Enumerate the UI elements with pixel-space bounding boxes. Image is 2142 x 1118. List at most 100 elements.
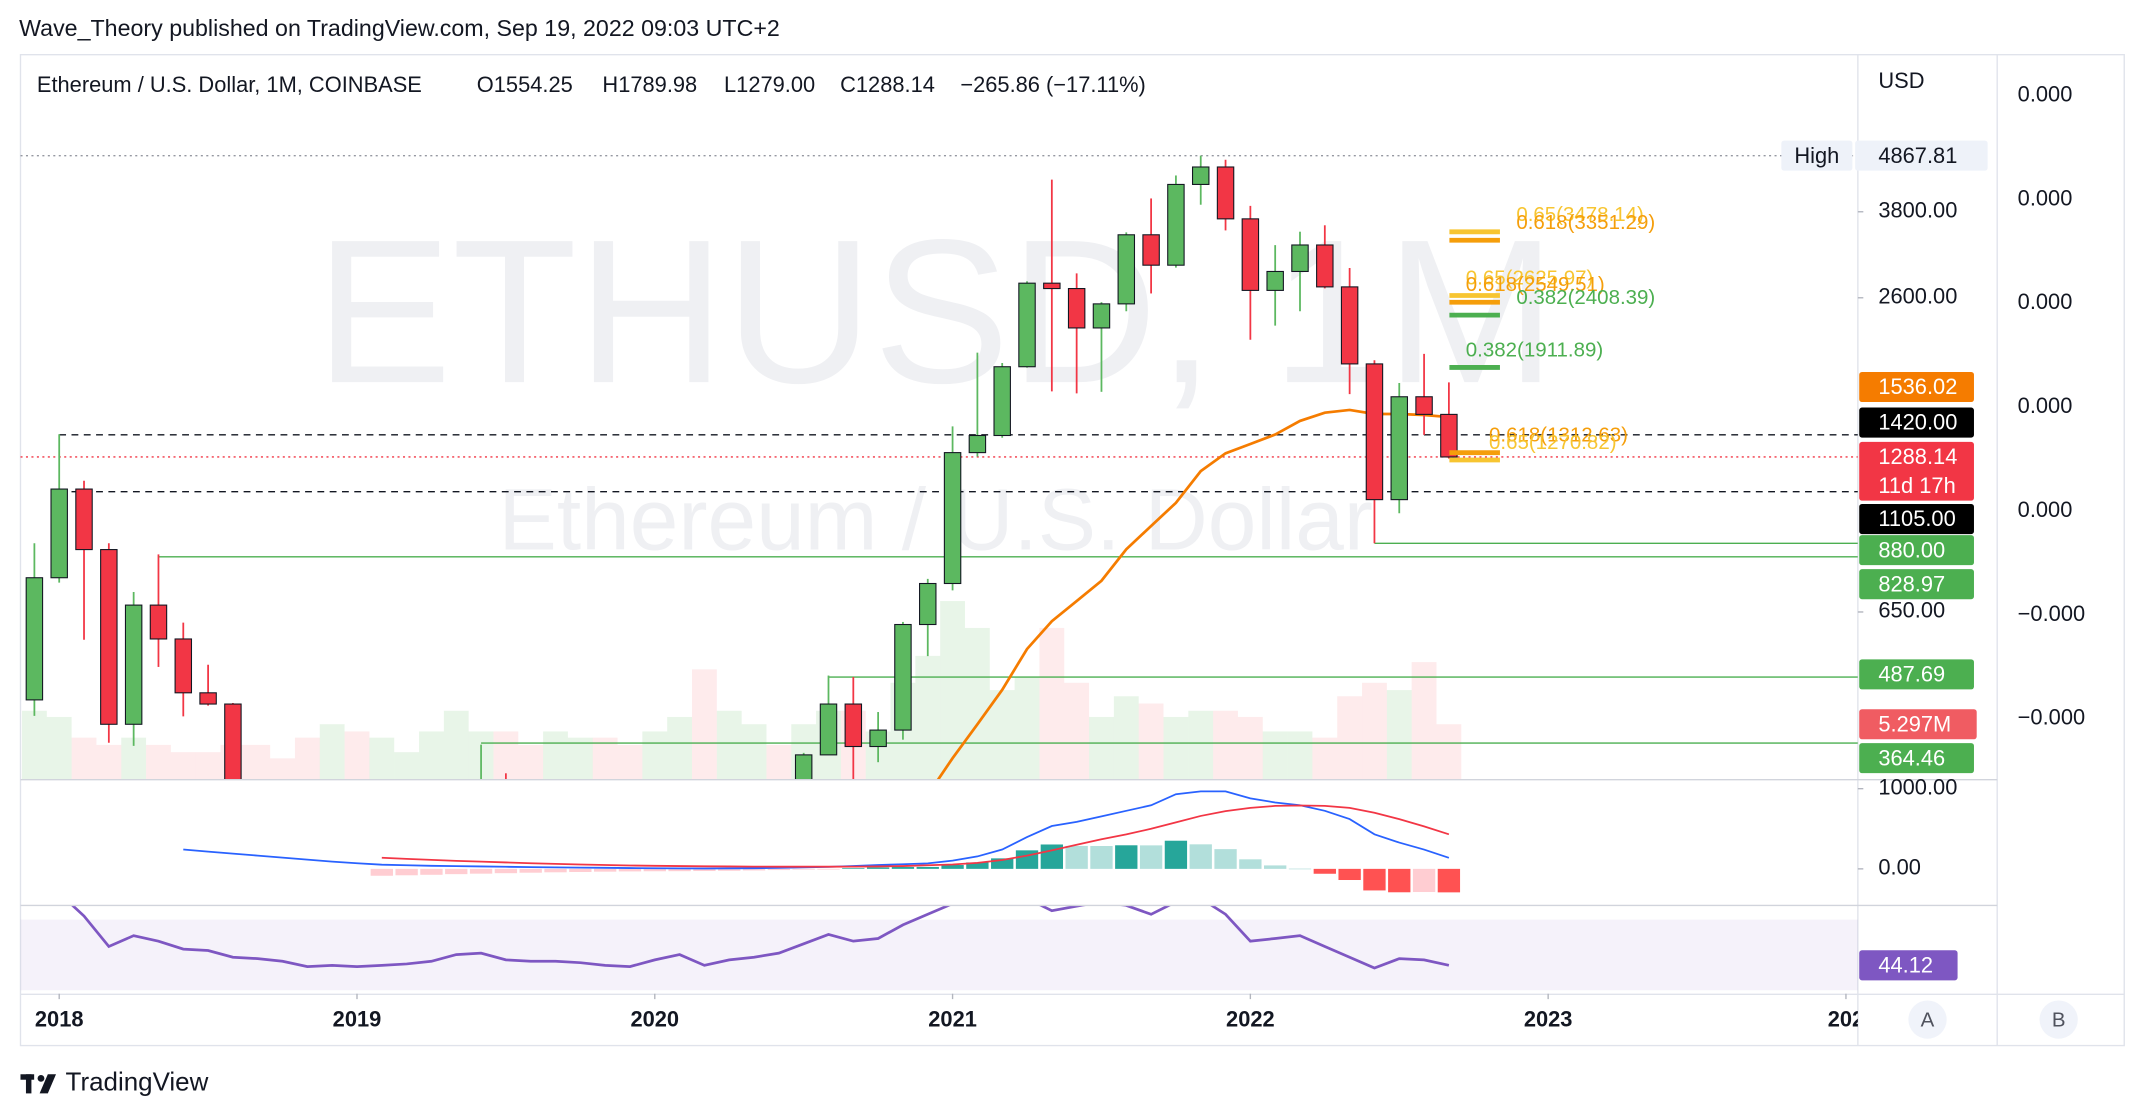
candle-body — [1291, 244, 1309, 273]
macd-histogram-bar — [792, 868, 815, 870]
button-b[interactable] — [2039, 1000, 2078, 1039]
candle-body — [1117, 234, 1136, 305]
volume-bar — [692, 669, 717, 780]
logo-part — [25, 1074, 32, 1094]
macd-histogram-bar — [643, 868, 666, 872]
price-badge — [1859, 659, 1974, 690]
legend: Ethereum / U.S. Dollar, 1M, COINBASE O15… — [37, 72, 1146, 97]
scale-buttons: A B — [1908, 1000, 2078, 1039]
volume-bar — [667, 716, 693, 780]
candle-body — [1390, 396, 1409, 501]
scale-label: −0.000 — [2018, 705, 2085, 730]
volume-bar — [270, 758, 295, 780]
time-axis: 2018 2019 2020 2021 2022 2023 202 — [35, 993, 1864, 1032]
macd-histogram-bar — [618, 868, 642, 872]
macd-histogram-bar — [1065, 845, 1088, 869]
volume-bar — [642, 731, 668, 780]
candle-body — [1266, 270, 1284, 291]
x-tick-label: 202 — [1828, 1007, 1864, 1032]
volume-bar — [319, 724, 345, 780]
button-a-label[interactable]: A — [1921, 1008, 1935, 1031]
rsi-band — [20, 919, 1858, 991]
volume-bar — [989, 690, 1015, 780]
macd-histogram-bar — [991, 858, 1014, 869]
volume-bar — [71, 737, 97, 780]
scale-label: 0.000 — [2018, 393, 2073, 418]
price-badge — [1859, 569, 1974, 600]
candle-body — [100, 549, 118, 725]
volume-bar — [964, 627, 990, 780]
symbol-title: Ethereum / U.S. Dollar, 1M, COINBASE — [37, 72, 422, 97]
price-badge — [1859, 504, 1974, 535]
volume-bar — [21, 710, 47, 780]
volume-bar — [1436, 724, 1462, 780]
macd-histogram-bar — [817, 868, 840, 870]
candle-body — [1142, 234, 1160, 266]
macd-histogram-bar — [916, 866, 939, 869]
legend-open: O1554.25 — [477, 72, 573, 97]
candle-body — [1440, 413, 1458, 458]
macd-tick-label: 1000.00 — [1878, 774, 1957, 799]
macd-histogram-bar — [1437, 868, 1461, 893]
button-b-label[interactable]: B — [2052, 1008, 2066, 1031]
macd-histogram-bar — [966, 862, 989, 869]
macd-pane — [183, 790, 1461, 893]
candle-body — [993, 366, 1011, 437]
candle-body — [1365, 363, 1384, 501]
scale-label: 0.000 — [2018, 81, 2073, 106]
macd-histogram-bar — [941, 865, 964, 869]
price-badge — [1859, 743, 1974, 774]
volume-bar — [1188, 710, 1214, 780]
button-a[interactable] — [1908, 1000, 1947, 1039]
volume-bar — [1064, 682, 1090, 780]
macd-histogram-bar — [494, 868, 518, 874]
rsi-badge-label: 44.12 — [1878, 952, 1933, 977]
watermark-name: Ethereum / U.S. Dollar — [499, 470, 1373, 568]
candle-body — [174, 638, 193, 694]
candle-body — [1316, 244, 1334, 288]
volume-bar — [1362, 682, 1387, 780]
volume-bar — [344, 731, 370, 780]
volume-bar — [716, 710, 742, 780]
macd-histogram-bar — [1363, 868, 1386, 891]
volume-bar — [46, 716, 72, 780]
price-pane — [20, 154, 1858, 780]
price-badge — [1855, 140, 1988, 171]
candle-body — [149, 604, 168, 640]
scale-label: 0.000 — [2018, 497, 2073, 522]
volume-bar — [1113, 696, 1139, 780]
candle-body — [1216, 166, 1235, 220]
volume-bar — [294, 737, 320, 780]
candle-body — [943, 452, 962, 585]
level-tag — [1781, 140, 1853, 171]
signal-line — [381, 804, 1450, 868]
candle-body — [1167, 183, 1185, 266]
macd-histogram-bar — [866, 867, 890, 869]
volume-bar — [1337, 696, 1363, 780]
volume-bar — [493, 731, 519, 780]
currency: USD — [1878, 68, 1924, 93]
macd-histogram-bar — [1313, 868, 1336, 874]
scale-label: 0.000 — [2018, 185, 2073, 210]
legend-change: −265.86 (−17.11%) — [960, 72, 1146, 97]
volume-bar — [741, 724, 767, 780]
macd-histogram-bar — [370, 868, 393, 876]
volume-bar — [96, 744, 122, 780]
candle-body — [894, 623, 912, 731]
rsi-pane — [20, 906, 1858, 991]
price-badge-label: 487.69 — [1878, 661, 1945, 686]
candle-body — [1415, 396, 1433, 415]
rsi-line — [71, 906, 1450, 970]
x-tick-label: 2020 — [630, 1007, 679, 1032]
candle-body — [819, 703, 838, 756]
candle-body — [199, 692, 217, 705]
candle-body — [1340, 286, 1359, 365]
scale-label: 0.000 — [2018, 289, 2073, 314]
volume-bar — [1237, 716, 1263, 780]
countdown: 11d 17h — [1878, 473, 1955, 498]
volume-bar — [1411, 662, 1437, 780]
volume-bar — [940, 601, 965, 780]
macd-histogram-bar — [569, 868, 592, 872]
x-tick-label: 2019 — [333, 1007, 382, 1032]
